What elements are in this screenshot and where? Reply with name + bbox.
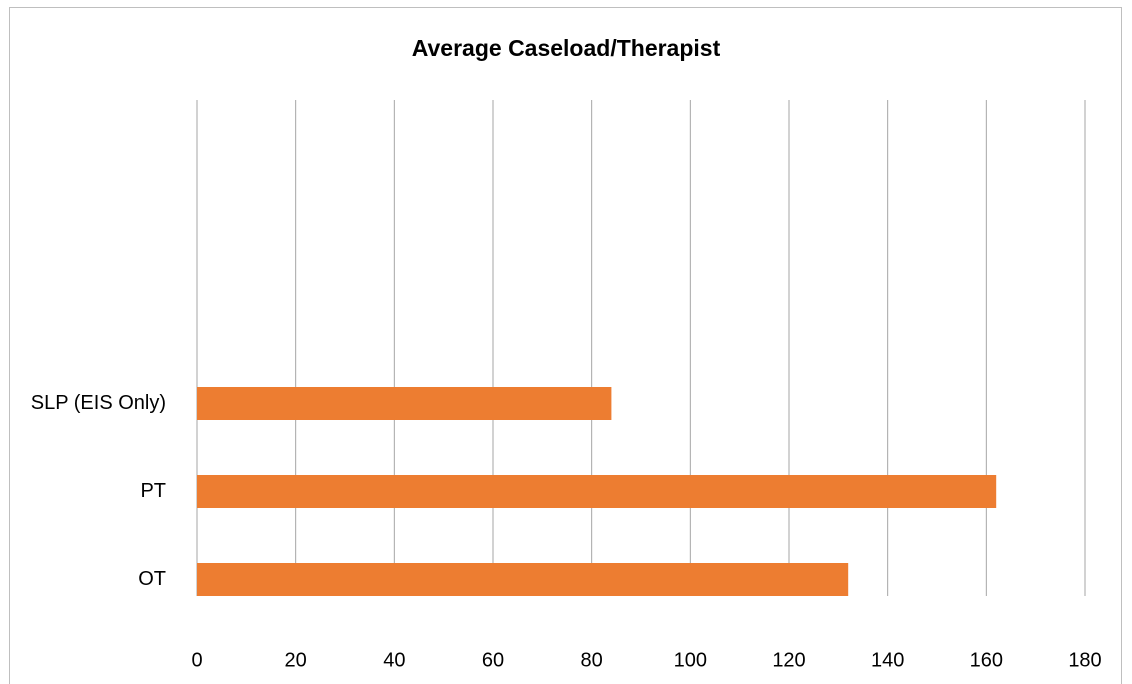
x-tick-label: 160 — [970, 649, 1003, 671]
x-tick-label: 80 — [581, 649, 603, 671]
x-tick-label: 0 — [191, 649, 202, 671]
x-tick-label: 120 — [772, 649, 805, 671]
x-tick-label: 100 — [674, 649, 707, 671]
y-tick-label: OT — [138, 568, 166, 590]
y-tick-label: SLP (EIS Only) — [31, 392, 166, 414]
x-tick-label: 140 — [871, 649, 904, 671]
bar — [197, 475, 997, 508]
x-tick-label: 20 — [285, 649, 307, 671]
bar — [197, 387, 612, 420]
bar — [197, 563, 849, 596]
x-tick-label: 40 — [383, 649, 405, 671]
x-tick-label: 60 — [482, 649, 504, 671]
y-tick-label: PT — [140, 480, 166, 502]
chart-title: Average Caseload/Therapist — [412, 35, 721, 61]
x-tick-label: 180 — [1068, 649, 1101, 671]
